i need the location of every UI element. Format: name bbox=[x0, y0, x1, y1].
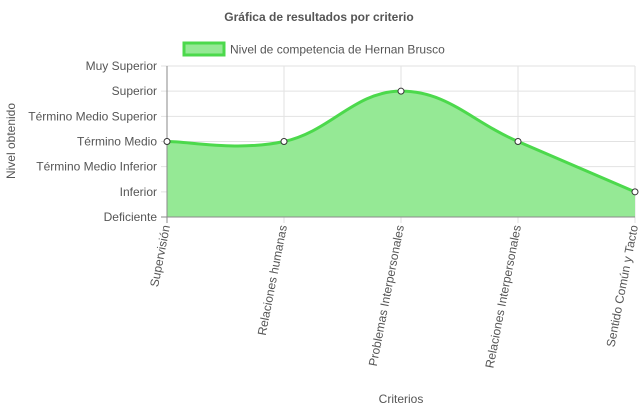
y-tick-label: Deficiente bbox=[104, 210, 158, 224]
chart-title: Gráfica de resultados por criterio bbox=[224, 10, 413, 24]
x-tick-label: Problemas Interpersonales bbox=[366, 224, 407, 367]
data-point[interactable] bbox=[397, 87, 405, 95]
legend[interactable]: Nivel de competencia de Hernan Brusco bbox=[182, 41, 445, 57]
y-tick-label: Muy Superior bbox=[86, 59, 157, 73]
y-tick-label: Inferior bbox=[120, 185, 157, 199]
y-tick-label: Término Medio Superior bbox=[28, 109, 157, 123]
y-axis-label: Nivel obtenido bbox=[4, 103, 18, 179]
x-axis-label: Criterios bbox=[379, 392, 424, 406]
x-tick-labels: Supervisión Relaciones humanas Problemas I… bbox=[147, 224, 639, 370]
series-fill bbox=[167, 91, 635, 217]
y-tick-label: Término Medio Inferior bbox=[36, 160, 157, 174]
data-point[interactable] bbox=[163, 138, 171, 145]
y-tick-label: Superior bbox=[112, 84, 157, 98]
legend-swatch bbox=[182, 41, 226, 57]
y-tick-labels: Deficiente Inferior Término Medio Inferior… bbox=[28, 59, 157, 224]
series-area bbox=[166, 89, 636, 217]
data-points[interactable] bbox=[163, 87, 639, 196]
data-point[interactable] bbox=[280, 138, 288, 145]
x-tick-label: Sentido Común y Tacto bbox=[604, 224, 639, 349]
y-tick-label: Término Medio bbox=[77, 135, 157, 149]
data-point[interactable] bbox=[631, 188, 639, 196]
x-tick-label: Relaciones Interpersonales bbox=[482, 224, 523, 369]
legend-label: Nivel de competencia de Hernan Brusco bbox=[230, 43, 445, 57]
data-point[interactable] bbox=[514, 138, 522, 145]
x-tick-label: Relaciones humanas bbox=[255, 224, 290, 337]
x-tick-label: Supervisión bbox=[147, 224, 173, 288]
